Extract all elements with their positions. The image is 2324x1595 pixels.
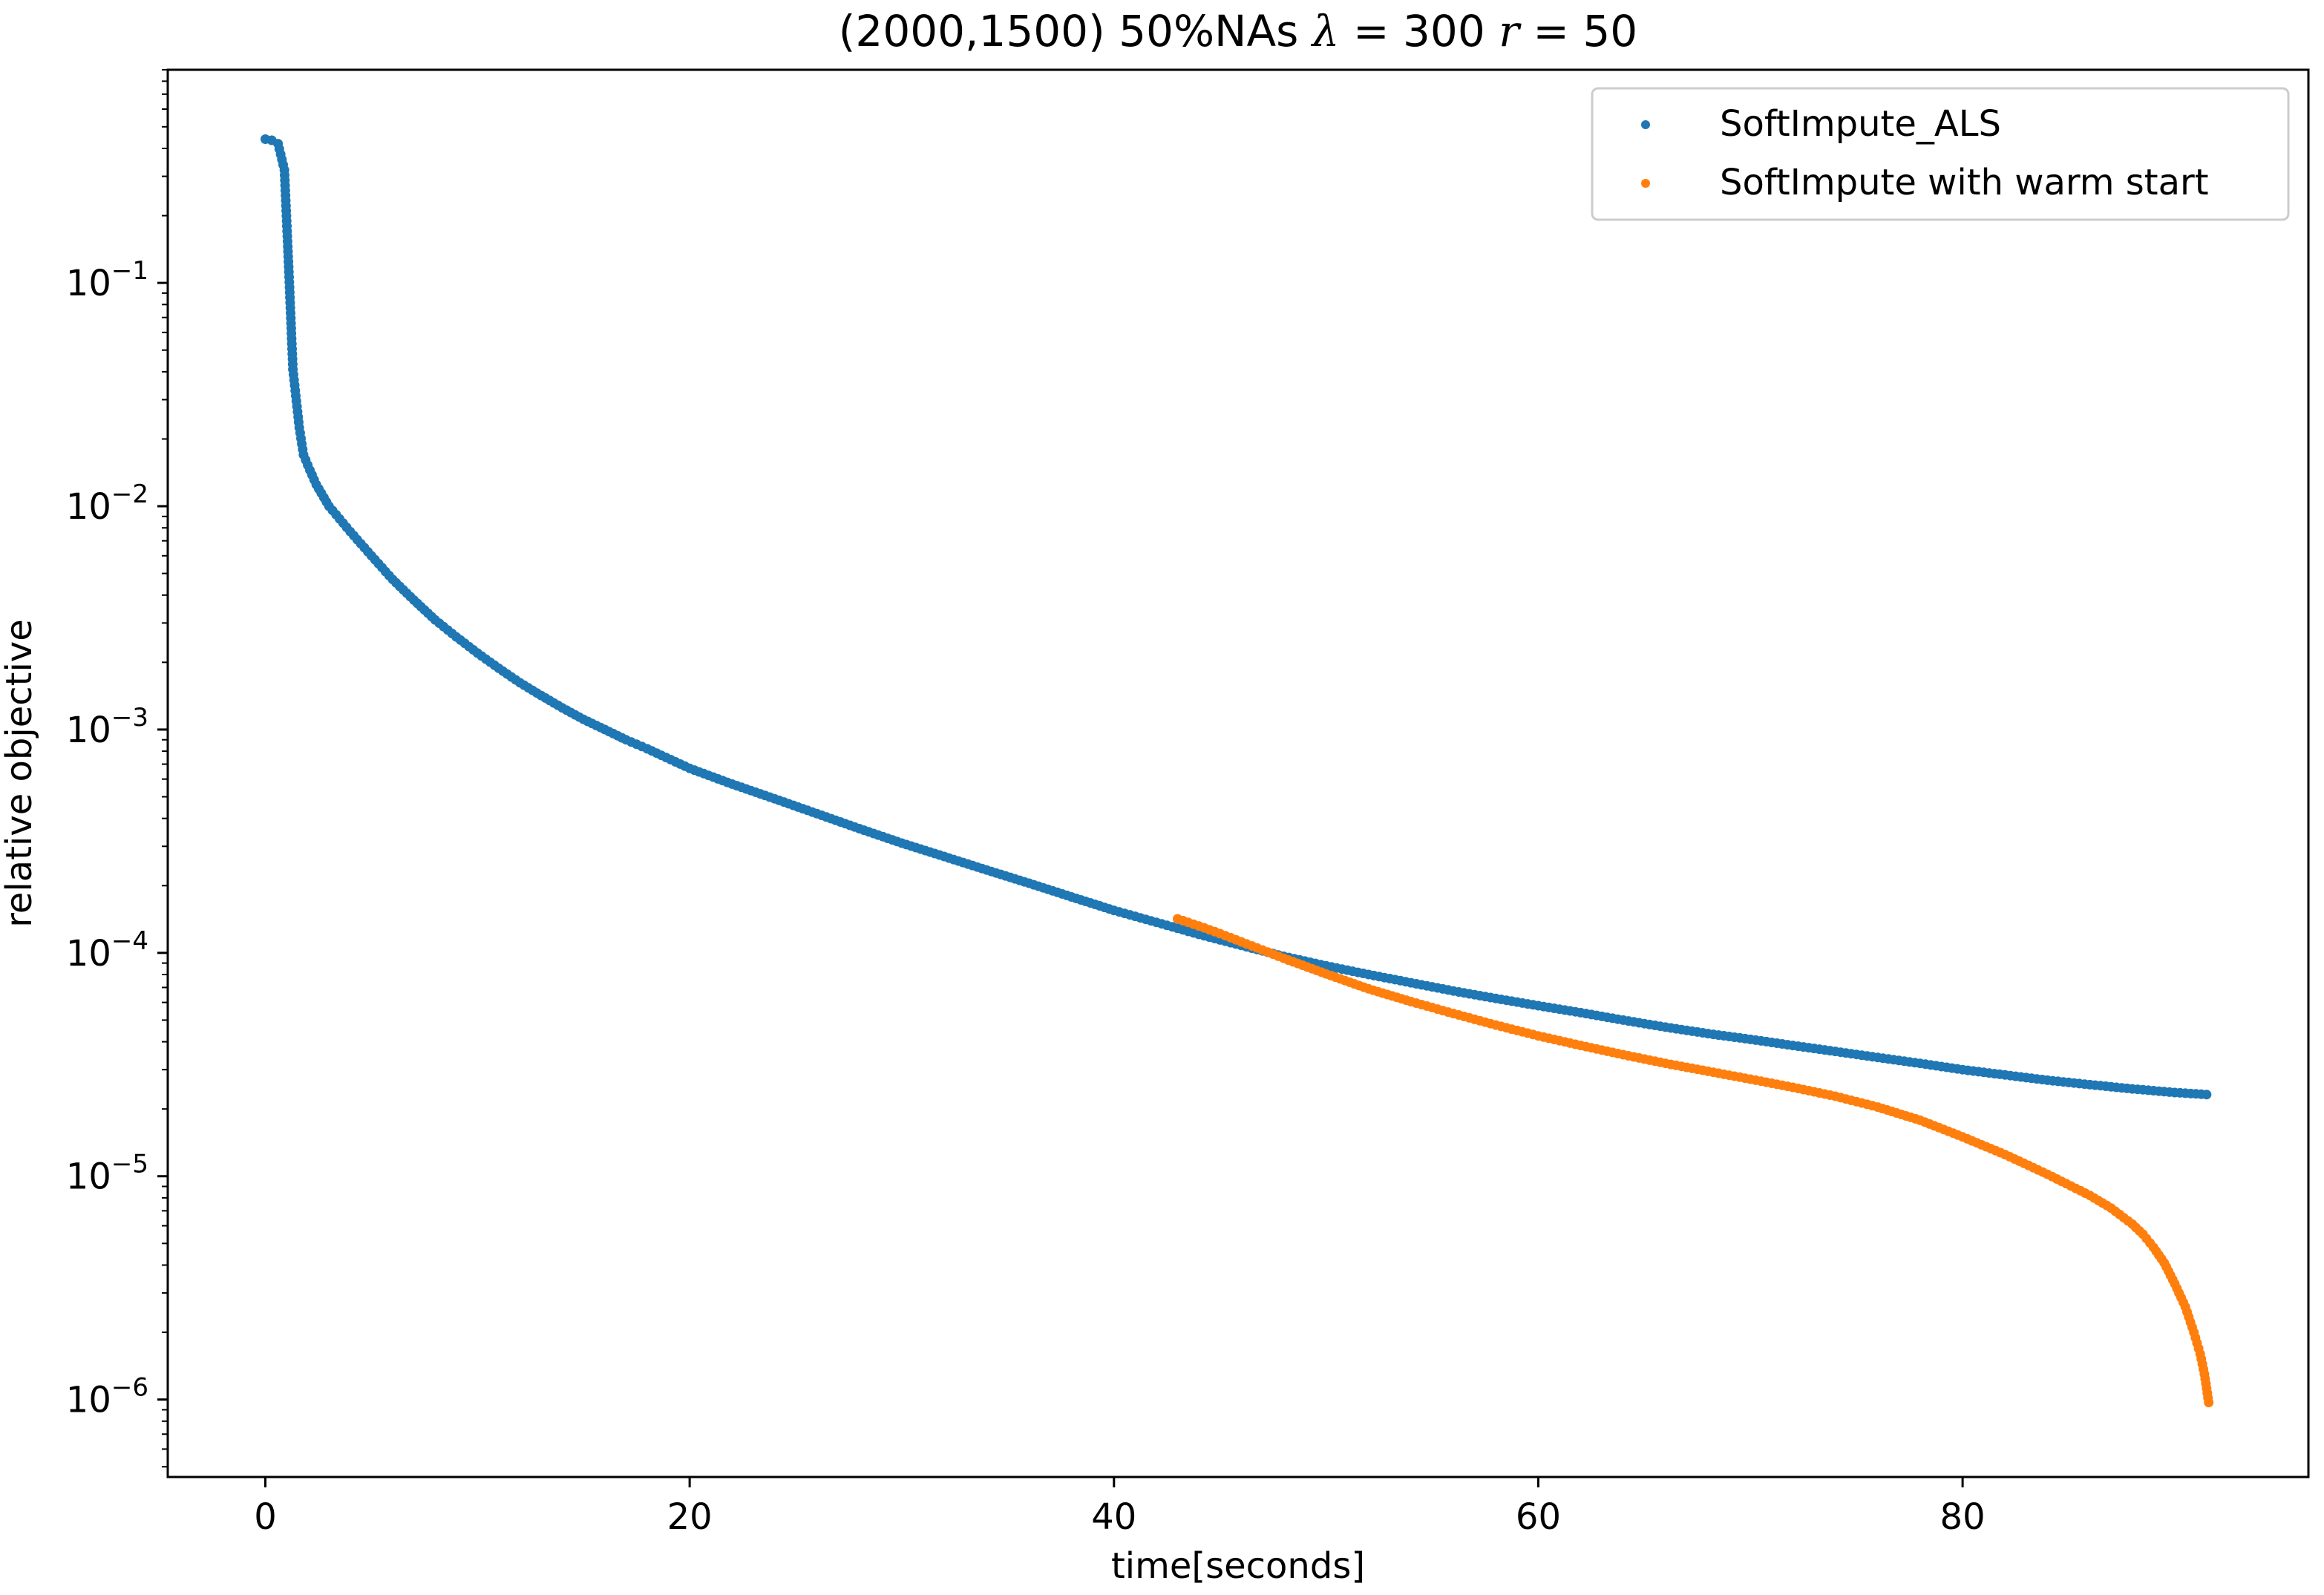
y-tick-exponent: −5: [111, 1150, 148, 1179]
title-r-symbol: r: [1499, 6, 1522, 56]
x-tick-label: 60: [1516, 1496, 1561, 1538]
series-layer: [261, 134, 2214, 1408]
y-tick-label: 10−6: [66, 1373, 148, 1421]
data-point: [2204, 1398, 2214, 1408]
chart-title: (2000,1500) 50%NAs λ = 300 r = 50: [839, 6, 1637, 56]
y-tick-label: 10−5: [66, 1150, 148, 1198]
y-tick-exponent: −2: [111, 479, 148, 509]
legend-label-softimpute-als: SoftImpute_ALS: [1720, 103, 2001, 145]
y-tick-base: 10: [66, 933, 111, 975]
series-0: [261, 134, 2212, 1100]
y-tick-exponent: −1: [111, 256, 148, 286]
title-prefix: (2000,1500) 50%NAs: [839, 6, 1312, 56]
data-point: [2202, 1090, 2212, 1100]
y-tick-exponent: −3: [111, 703, 148, 733]
x-axis-label: time[seconds]: [1111, 1545, 1365, 1587]
y-tick-base: 10: [66, 486, 111, 528]
x-tick-label: 40: [1091, 1496, 1136, 1538]
legend-marker-softimpute-als: [1641, 120, 1650, 129]
legend-frame: [1591, 87, 2290, 221]
y-axis-label: relative objective: [0, 619, 40, 928]
plot-area: [166, 68, 2310, 1478]
y-tick-base: 10: [66, 1380, 111, 1421]
y-tick-base: 10: [66, 710, 111, 751]
series-1: [1173, 914, 2214, 1408]
title-lambda-value: = 300: [1340, 6, 1499, 56]
y-tick-label: 10−1: [66, 256, 148, 304]
y-tick-label: 10−4: [66, 926, 148, 975]
legend: SoftImpute_ALS SoftImpute with warm star…: [1591, 87, 2290, 221]
x-axis: 0 20 40 60 80: [254, 1477, 1986, 1538]
y-tick-base: 10: [66, 263, 111, 304]
y-tick-exponent: −4: [111, 926, 148, 956]
y-tick-base: 10: [66, 1156, 111, 1198]
legend-label-softimpute-warm-start: SoftImpute with warm start: [1720, 162, 2209, 203]
y-tick-label: 10−3: [66, 703, 148, 751]
legend-marker-softimpute-warm-start: [1641, 179, 1650, 188]
title-r-value: = 50: [1519, 6, 1637, 56]
y-tick-exponent: −6: [111, 1373, 148, 1403]
x-tick-label: 20: [667, 1496, 713, 1538]
plot-frame: [166, 68, 2310, 1478]
title-lambda-symbol: λ: [1311, 6, 1340, 56]
y-axis: 10−110−210−310−410−510−6: [66, 69, 168, 1468]
y-tick-label: 10−2: [66, 479, 148, 528]
x-tick-label: 0: [254, 1496, 277, 1538]
x-tick-label: 80: [1940, 1496, 1986, 1538]
